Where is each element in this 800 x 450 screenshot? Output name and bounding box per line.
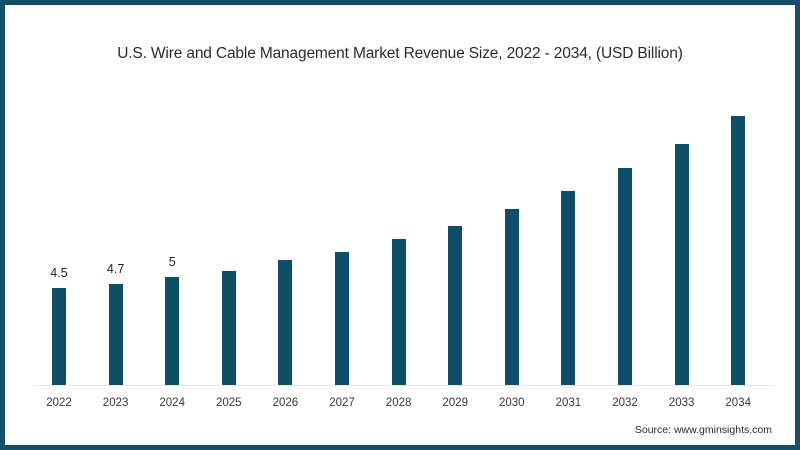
- bar-value-label-2024: 5: [168, 255, 176, 270]
- bar-2022[interactable]: [52, 288, 66, 385]
- bar-2024[interactable]: [165, 277, 180, 385]
- x-tick-2034: 2034: [725, 397, 751, 409]
- x-tick-2033: 2033: [668, 397, 695, 409]
- x-tick-2028: 2028: [385, 397, 412, 409]
- x-tick-2031: 2031: [555, 397, 582, 409]
- x-tick-2023: 2023: [102, 397, 129, 409]
- bar-2032[interactable]: [618, 167, 632, 385]
- x-tick-2030: 2030: [499, 397, 525, 409]
- bar-2031[interactable]: [561, 191, 576, 385]
- x-tick-2032: 2032: [612, 397, 638, 409]
- x-axis-line: [34, 385, 774, 386]
- source-attribution: Source: www.gminsights.com: [634, 424, 772, 436]
- bar-2026[interactable]: [278, 260, 293, 385]
- bar-value-label-2023: 4.7: [106, 261, 125, 276]
- x-tick-2024: 2024: [159, 397, 185, 409]
- bar-2027[interactable]: [335, 251, 349, 385]
- bar-2029[interactable]: [448, 225, 463, 385]
- x-tick-2029: 2029: [442, 397, 468, 409]
- bar-2023[interactable]: [108, 283, 123, 385]
- bar-2034[interactable]: [731, 116, 746, 385]
- bar-2025[interactable]: [221, 270, 236, 385]
- bar-value-label-2022: 4.5: [50, 266, 68, 281]
- x-tick-2022: 2022: [46, 397, 72, 409]
- x-tick-2026: 2026: [272, 397, 299, 409]
- chart-title: U.S. Wire and Cable Management Market Re…: [117, 45, 683, 62]
- x-tick-2025: 2025: [216, 397, 242, 409]
- bar-2030[interactable]: [504, 208, 519, 385]
- x-tick-2027: 2027: [329, 397, 355, 409]
- bar-2033[interactable]: [674, 143, 689, 385]
- bar-2028[interactable]: [391, 238, 406, 385]
